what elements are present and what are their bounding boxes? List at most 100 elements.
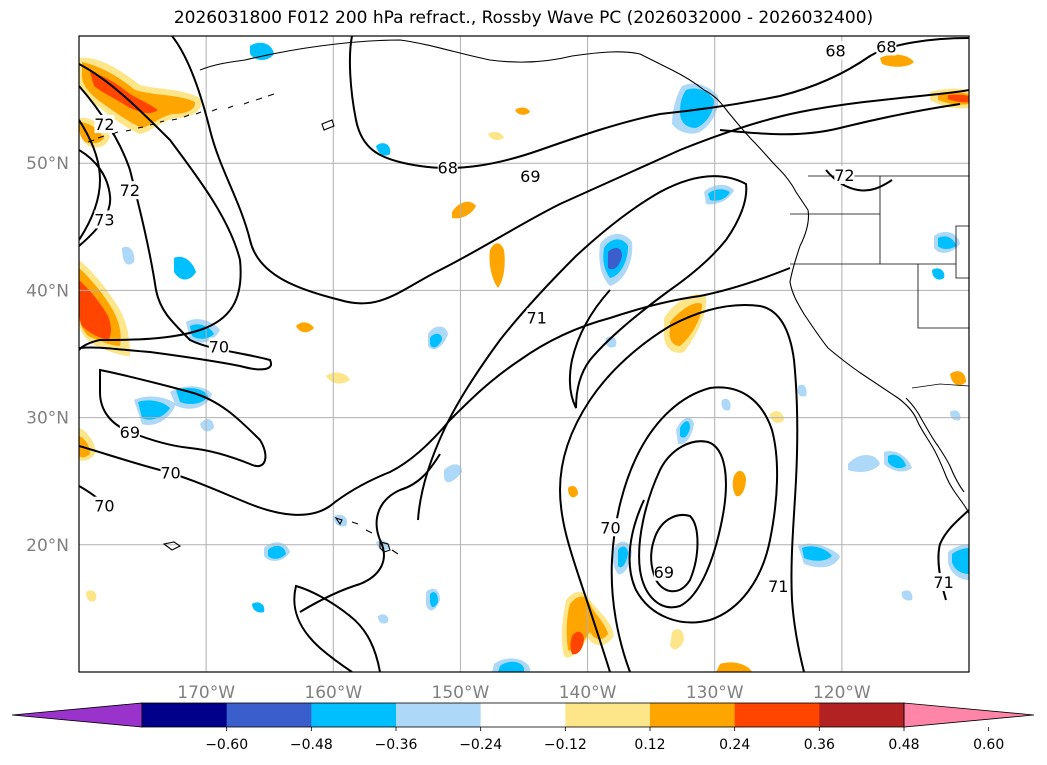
negative-anomaly-region (268, 545, 286, 559)
positive-anomaly-region (880, 54, 914, 67)
contour-label: 70 (94, 497, 114, 516)
positive-anomaly-region (732, 470, 746, 497)
contour-label: 71 (527, 308, 547, 327)
kodiak-island (321, 119, 335, 131)
colorbar-tick-label: 0.60 (973, 737, 1004, 753)
positive-anomaly-region (296, 322, 314, 333)
contour-label: 68 (876, 37, 896, 56)
colorbar-segment (480, 703, 566, 727)
contour-71b (417, 175, 748, 521)
contour-label: 68 (825, 41, 845, 60)
graticule (79, 36, 969, 672)
contour-label-background (160, 463, 181, 482)
negative-anomaly-region (888, 454, 906, 469)
contour-label: 70 (160, 464, 180, 483)
positive-anomaly-region (452, 201, 476, 219)
contour-label: 70 (209, 338, 229, 357)
colorbar-extend-min (11, 702, 143, 728)
colorbar-segment (819, 703, 905, 727)
negative-anomaly-region (430, 592, 438, 608)
longitude-tick-label: 160°W (304, 683, 362, 703)
latitude-tick-label: 50°N (26, 154, 69, 174)
contour-label-background (768, 576, 789, 595)
negative-anomaly-region (430, 333, 442, 348)
positive-anomaly-region (568, 486, 578, 498)
negative-anomaly-region (901, 590, 913, 601)
positive-anomaly-region (570, 631, 584, 655)
us-mexico-border (911, 383, 969, 389)
baja-california (905, 397, 965, 493)
colorbar-tick-label: 0.24 (719, 737, 750, 753)
contour-label: 70 (600, 518, 620, 537)
negative-anomaly-region (334, 514, 348, 527)
political-borders (790, 175, 969, 389)
longitude-tick-label: 120°W (813, 683, 871, 703)
contour-label-background (600, 518, 621, 537)
positive-anomaly-region (488, 131, 504, 141)
contour-label-background (94, 210, 115, 229)
negative-anomaly-region (200, 419, 214, 432)
negative-anomaly-region (950, 410, 961, 421)
positive-anomaly-region (515, 107, 530, 115)
contour-label-background (526, 308, 547, 327)
colorbar-tick-label: 0.12 (634, 737, 665, 753)
contour-69c (638, 440, 727, 609)
positive-anomaly-region (669, 302, 702, 346)
contour-label: 72 (834, 166, 854, 185)
contour-label: 73 (94, 210, 114, 229)
negative-anomaly-region (708, 189, 730, 201)
negative-anomaly-region (802, 546, 832, 561)
colorbar-tick-label: 0.36 (804, 737, 835, 753)
negative-anomaly-region (498, 661, 524, 672)
contour-label: 68 (438, 158, 458, 177)
contour-label-background (94, 115, 115, 134)
negative-anomaly-region (138, 400, 170, 420)
colorbar-tick-label: −0.48 (290, 737, 333, 753)
positive-anomaly-region (326, 372, 350, 384)
latitude-tick-label: 40°N (26, 281, 69, 301)
negative-anomaly-region (680, 88, 714, 128)
negative-anomaly-region (938, 236, 956, 249)
negative-anomaly-region (252, 602, 265, 613)
contour-label-background (825, 41, 846, 60)
negative-anomaly-region (444, 464, 462, 483)
negative-anomaly-region (721, 398, 731, 411)
positive-anomaly-region (489, 243, 505, 288)
negative-anomaly-region (122, 246, 135, 265)
negative-anomaly-region (608, 247, 622, 270)
negative-anomaly-region (378, 614, 389, 624)
contour-69 (171, 36, 969, 305)
longitude-tick-label: 140°W (559, 683, 617, 703)
contour-label-background (208, 337, 229, 356)
latitude-tick-label: 30°N (26, 409, 69, 429)
contour-70 (79, 63, 242, 351)
positive-anomaly-region (86, 590, 97, 602)
colorbar-segment (311, 703, 397, 727)
colorbar-segment (396, 703, 482, 727)
positive-anomaly-region (948, 94, 969, 103)
contour-label-background (876, 37, 897, 56)
contour-70f (610, 386, 779, 672)
colorbar-tick-label: −0.24 (459, 737, 502, 753)
colorbar-segment (734, 703, 820, 727)
alaska-coastline (199, 39, 809, 211)
coastlines (87, 39, 969, 555)
contour-71c (558, 304, 805, 672)
contour-label-background (437, 158, 458, 177)
contour-label-background (933, 572, 954, 591)
contour-72 (79, 119, 102, 241)
colorbar-tick-label: 0.48 (888, 737, 919, 753)
negative-anomaly-region (174, 256, 196, 280)
positive-anomaly-region (82, 62, 196, 128)
negative-anomaly-region (250, 42, 274, 60)
colorbar-segment (650, 703, 736, 727)
positive-anomaly-region (670, 629, 684, 650)
axis-tick-labels: 170°W 160°W 150°W 140°W 130°W 120°W 50°N 40°N 30… (26, 154, 871, 703)
negative-anomaly-region (190, 324, 214, 339)
contour-label: 71 (768, 577, 788, 596)
negative-anomaly-region (952, 548, 969, 574)
contour-69b (650, 514, 699, 593)
positive-anomaly-region (79, 122, 104, 144)
positive-anomaly-region (79, 280, 111, 340)
contour-70e (293, 584, 381, 672)
